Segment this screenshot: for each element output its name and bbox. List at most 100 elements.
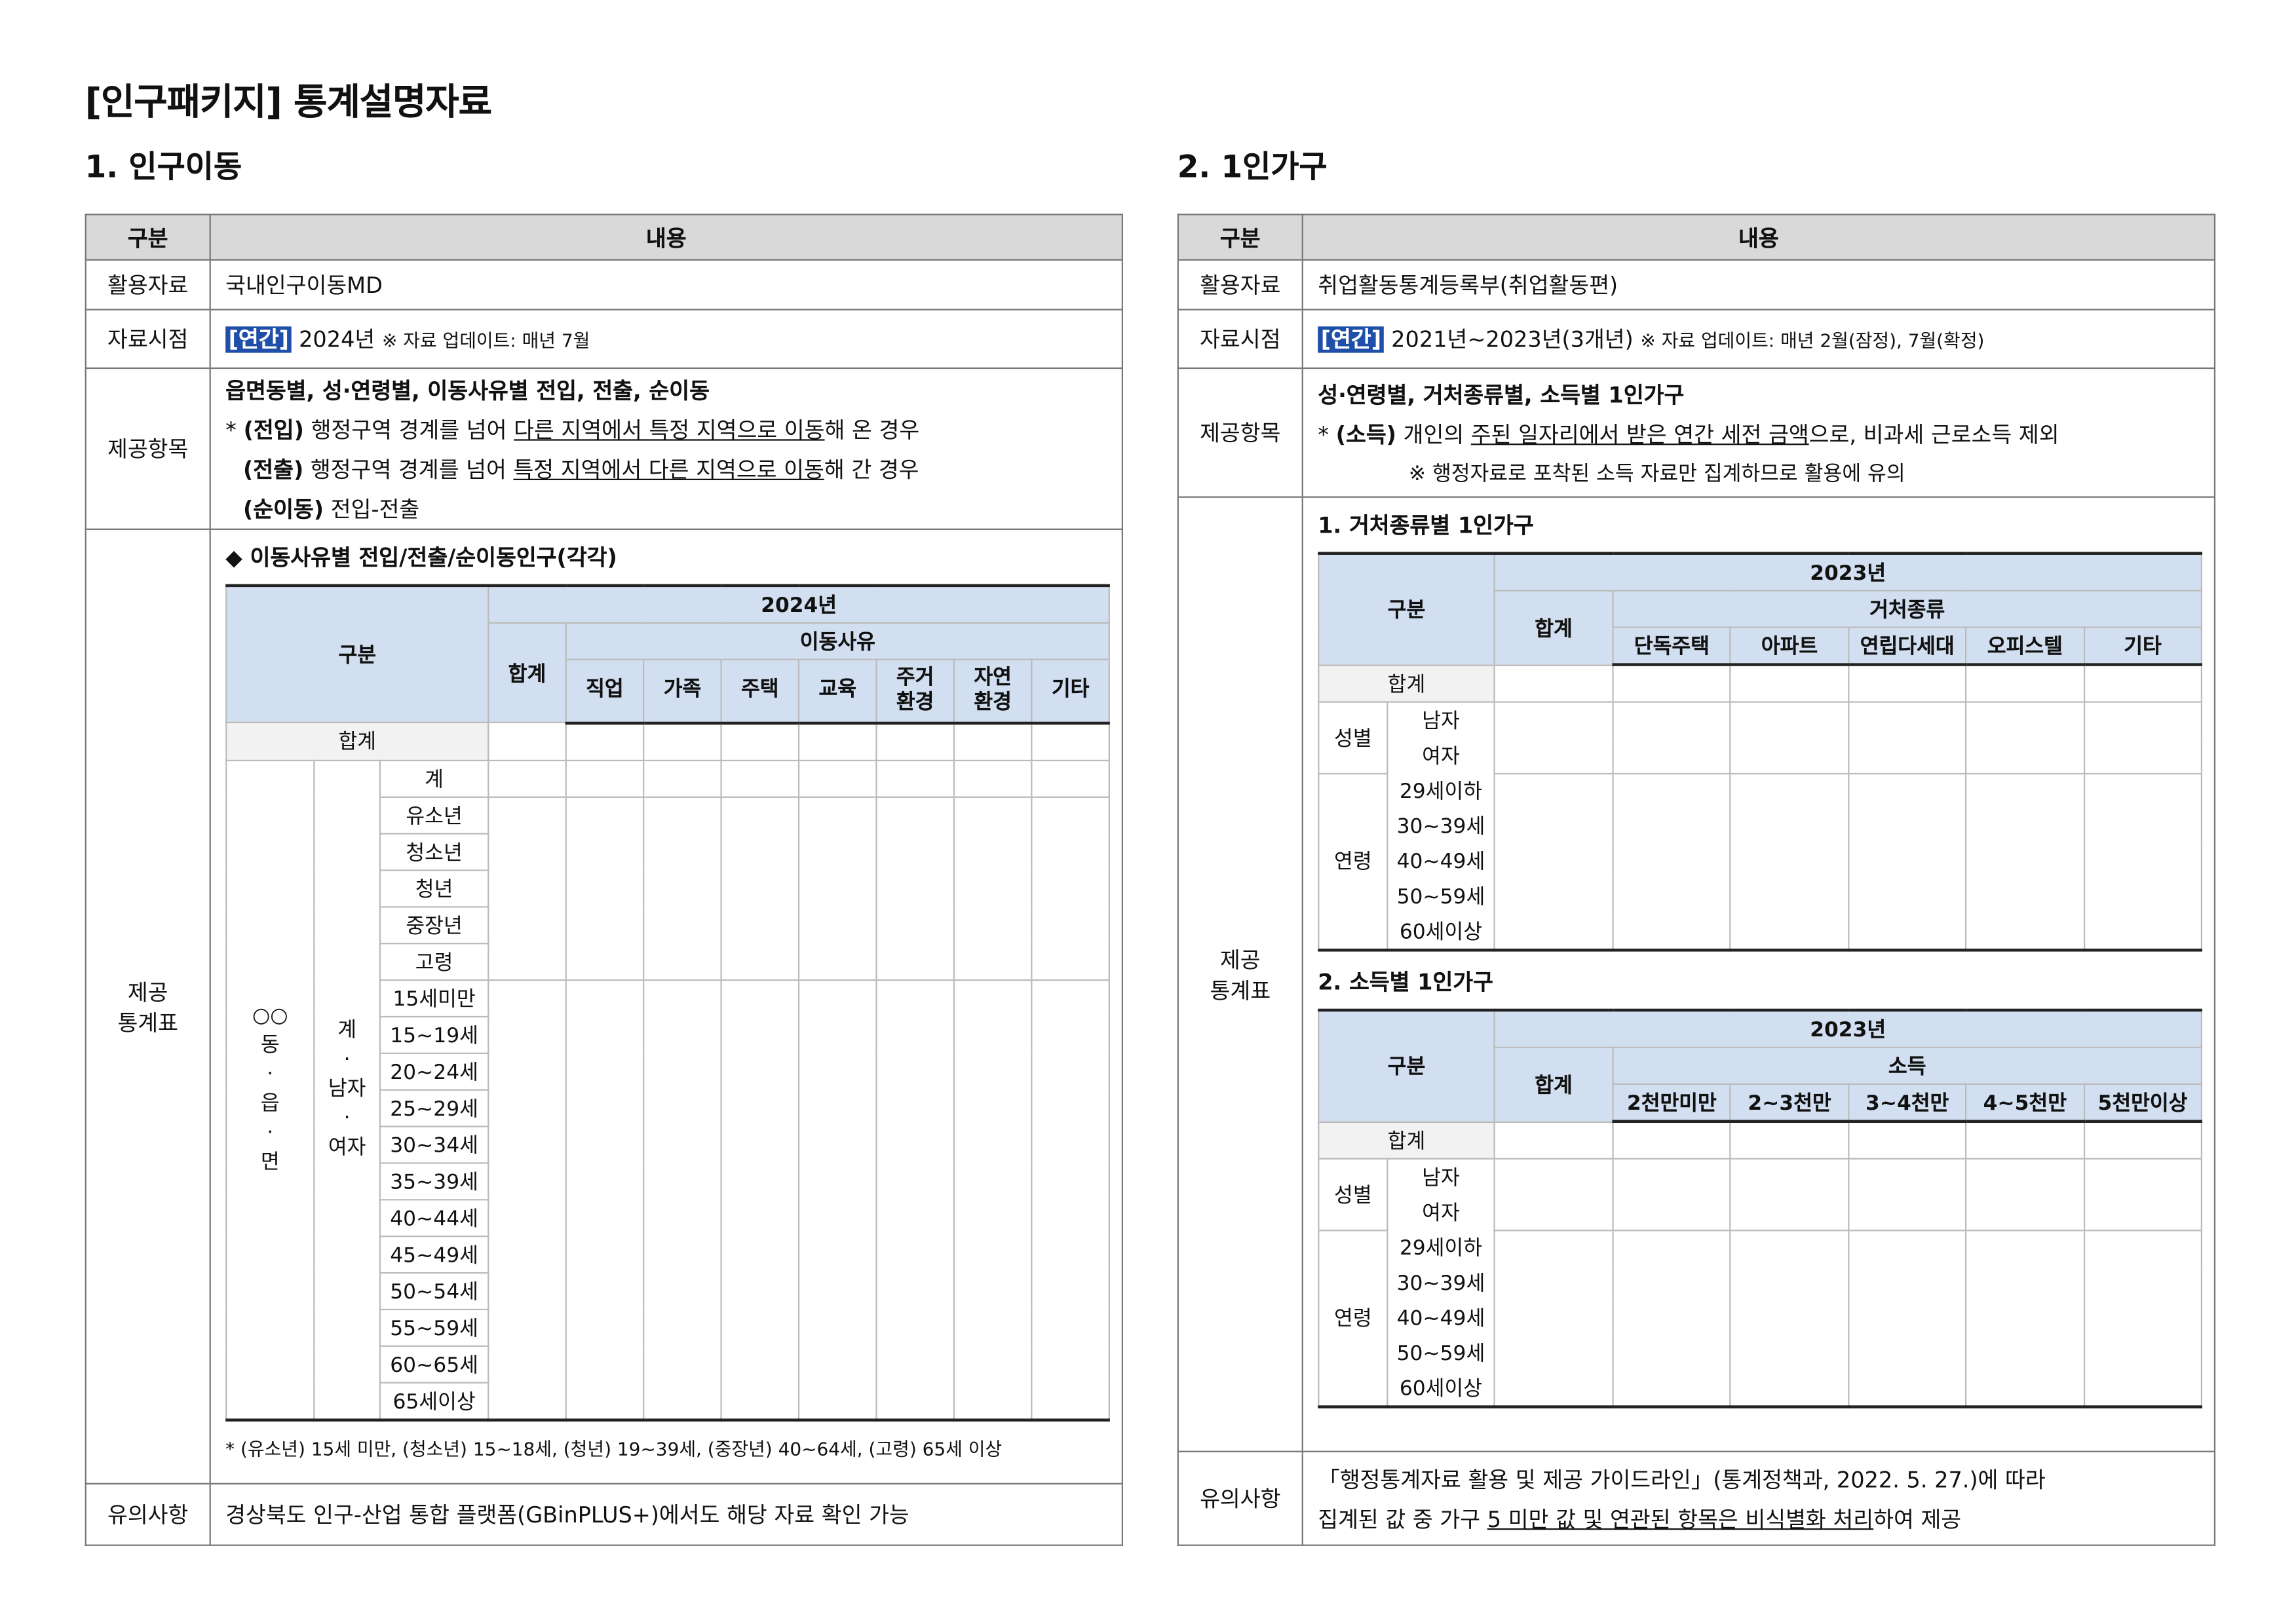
section-heading-single-household: 2. 1인가구: [1177, 149, 1328, 185]
data-cell: [643, 721, 722, 761]
note-value: 「행정통계자료 활용 및 제공 가이드라인」(통계정책과, 2022. 5. 2…: [1301, 1450, 2216, 1546]
annual-tag: [연간]: [1318, 326, 1385, 353]
data-cell: [488, 759, 567, 797]
col-gubun: 구분: [1177, 214, 1303, 261]
age-row-label: 유소년: [379, 795, 489, 834]
col-content: 내용: [1301, 214, 2216, 261]
in-label: (전입): [243, 416, 304, 443]
net-label: (순이동): [242, 495, 324, 522]
age-row-label: 35~39세: [379, 1161, 489, 1200]
data-cell: [1965, 701, 2085, 774]
data-cell: [565, 795, 645, 981]
sex-row-label: 여자: [1387, 738, 1495, 773]
age-row-label: 40~49세: [1387, 843, 1495, 878]
migration-template-table: 구분 2024년 합계 이동사유 직업 가족 주택 교육 주거 환경 자연 환경 기타 합계 ○○ 동 …: [225, 584, 1111, 1421]
age-row-label: 20~24세: [379, 1051, 489, 1090]
data-cell: [875, 978, 955, 1420]
time-value: [연간] 2021년~2023년(3개년) ※ 자료 업데이트: 매년 2월(잠…: [1301, 309, 2216, 369]
sex-row-label: 남자: [1387, 1158, 1495, 1195]
data-cell: [1730, 1158, 1849, 1231]
data-cell: [1031, 759, 1111, 797]
text: 다른 지역에서 특정 지역으로 이동: [514, 416, 825, 443]
age-row-label: 중장년: [379, 905, 489, 944]
data-cell: [1612, 1158, 1732, 1231]
age-row-label: 29세이하: [1387, 772, 1495, 808]
time-note: ※ 자료 업데이트: 매년 7월: [381, 329, 590, 352]
header-col-4: 5천만이상: [2083, 1083, 2202, 1123]
age-row-label: 30~39세: [1387, 1264, 1495, 1300]
header-reason-3: 교육: [797, 658, 877, 725]
items-title: 성·연령별, 거처종류별, 소득별 1인가구: [1318, 381, 1685, 408]
data-cell: [1031, 721, 1111, 761]
data-cell: [1965, 1120, 2085, 1160]
header-gubun: 구분: [1318, 552, 1495, 666]
data-cell: [1847, 1229, 1967, 1408]
header-col-4: 기타: [2083, 626, 2202, 666]
header-col-0: 2천만미만: [1612, 1083, 1732, 1123]
age-row-label: 50~54세: [379, 1271, 489, 1310]
data-cell: [1730, 772, 1849, 951]
data-cell: [1847, 701, 1967, 774]
age-row-label: 25~29세: [379, 1088, 489, 1127]
sex-label: 계 · 남자 · 여자: [313, 759, 381, 1420]
income-table-title: 2. 소득별 1인가구: [1318, 969, 1494, 996]
data-cell: [1031, 978, 1111, 1420]
header-total: 합계: [488, 622, 567, 723]
label-note: 유의사항: [1177, 1450, 1303, 1546]
age-row-label: 15~19세: [379, 1015, 489, 1053]
age-label: 연령: [1318, 772, 1388, 951]
data-cell: [2083, 1158, 2202, 1231]
header-col-3: 4~5천만: [1965, 1083, 2085, 1123]
data-cell: [1965, 1158, 2085, 1231]
data-cell: [875, 721, 955, 761]
data-cell: [720, 978, 800, 1420]
text: 행정구역 경계를 넘어: [303, 416, 514, 443]
tables-value: ◆ 이동사유별 전입/전출/순이동인구(각각) 구분 2024년 합계 이동사유 직업 가…: [209, 528, 1124, 1484]
single-household-spec-table: 구분 내용 활용자료 취업활동통계등록부(취업활동편) 자료시점 [연간] 2021년…: [1177, 214, 2216, 1546]
age-row-label: 30~39세: [1387, 808, 1495, 844]
data-cell: [488, 721, 567, 761]
header-col-3: 오피스텔: [1965, 626, 2085, 666]
text: 집계된 값 중 가구: [1318, 1505, 1487, 1532]
header-total: 합계: [1493, 590, 1614, 666]
age-row-label: 청년: [379, 869, 489, 907]
data-cell: [720, 759, 800, 797]
note-line-1: 「행정통계자료 활용 및 제공 가이드라인」(통계정책과, 2022. 5. 2…: [1318, 1466, 2046, 1493]
text: 으로, 비과세 근로소득 제외: [1808, 421, 2059, 447]
label-tables: 제공 통계표: [85, 528, 211, 1484]
data-cell: [1965, 772, 2085, 951]
data-cell: [875, 759, 955, 797]
time-note: ※ 자료 업데이트: 매년 2월(잠정), 7월(확정): [1640, 329, 1985, 352]
age-row-label: 60~65세: [379, 1344, 489, 1383]
region-label: ○○ 동 · 읍 · 면: [225, 759, 315, 1420]
tables-value: 1. 거처종류별 1인가구 구분 2023년 합계 거처종류 단독주택 아파트 연립다세대 오…: [1301, 496, 2216, 1452]
header-group: 소득: [1612, 1046, 2202, 1085]
age-row-label: 15세미만: [379, 978, 489, 1017]
data-cell: [488, 795, 567, 981]
note-line-2: 집계된 값 중 가구 5 미만 값 및 연관된 항목은 비식별화 처리하여 제공: [1318, 1498, 2199, 1538]
age-row-label: 계: [379, 759, 489, 797]
data-cell: [1612, 772, 1732, 951]
age-row-label: 60세이상: [1387, 913, 1495, 951]
row-total-label: 합계: [1318, 1120, 1495, 1160]
bullet: *: [225, 416, 244, 443]
source-value: 국내인구이동MD: [209, 259, 1124, 311]
data-cell: [953, 721, 1033, 761]
header-reason-4: 주거 환경: [875, 658, 955, 725]
data-cell: [797, 759, 877, 797]
income-note: ※ 행정자료로 포착된 소득 자료만 집계하므로 활용에 유의: [1408, 462, 1905, 485]
data-cell: [797, 978, 877, 1420]
age-row-label: 50~59세: [1387, 878, 1495, 914]
time-year: 2021년~2023년(3개년): [1391, 326, 1634, 353]
sex-label: 성별: [1318, 701, 1388, 774]
in-definition: * (전입) 행정구역 경계를 넘어 다른 지역에서 특정 지역으로 이동해 온…: [225, 409, 1107, 449]
header-reason-5: 자연 환경: [953, 658, 1033, 725]
header-col-1: 2~3천만: [1730, 1083, 1849, 1123]
text: 개인의: [1396, 421, 1471, 447]
sex-label: 성별: [1318, 1158, 1388, 1231]
text: 5 미만 값 및 연관된 항목은 비식별화 처리: [1487, 1505, 1874, 1532]
time-year: 2024년: [299, 326, 375, 353]
label-time: 자료시점: [1177, 309, 1303, 369]
age-row-label: 60세이상: [1387, 1370, 1495, 1407]
